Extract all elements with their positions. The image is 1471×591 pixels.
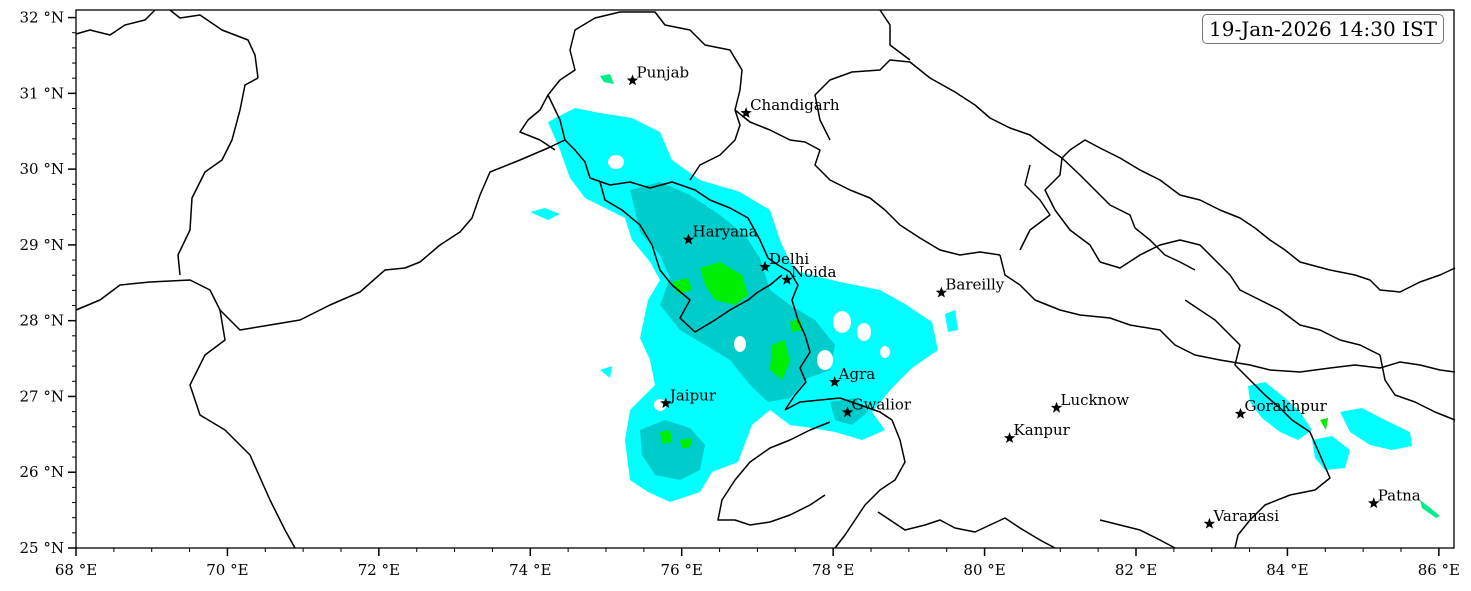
y-tick-label: 26 °N bbox=[20, 463, 64, 481]
y-tick-label: 28 °N bbox=[20, 312, 64, 330]
city-label: Gorakhpur bbox=[1244, 397, 1327, 415]
x-tick-label: 68 °E bbox=[55, 561, 97, 579]
city-label: Agra bbox=[838, 365, 876, 383]
city-label: Patna bbox=[1378, 486, 1421, 504]
city-star-icon bbox=[1234, 407, 1247, 419]
y-tick-label: 25 °N bbox=[20, 539, 64, 557]
political-borders bbox=[75, 9, 1456, 549]
city-star-icon bbox=[759, 260, 771, 272]
plot-frame bbox=[75, 9, 1455, 549]
city-label: Punjab bbox=[637, 63, 690, 81]
y-tick-label: 30 °N bbox=[20, 160, 64, 178]
city-star-icon bbox=[935, 286, 948, 298]
city-label: Noida bbox=[791, 263, 837, 281]
city-star-icon bbox=[841, 406, 854, 418]
timestamp-label: 19-Jan-2026 14:30 IST bbox=[1202, 14, 1444, 44]
city-label: Delhi bbox=[769, 250, 809, 268]
x-tick-label: 76 °E bbox=[661, 561, 703, 579]
y-tick-label: 31 °N bbox=[20, 84, 64, 102]
x-tick-label: 72 °E bbox=[358, 561, 400, 579]
city-label: Gwalior bbox=[852, 395, 912, 413]
city-label: Kanpur bbox=[1014, 421, 1071, 439]
x-tick-label: 74 °E bbox=[509, 561, 551, 579]
city-star-icon bbox=[1368, 497, 1380, 509]
minor-ticks bbox=[72, 32, 1402, 552]
city-label: Varanasi bbox=[1212, 507, 1279, 525]
y-tick-label: 27 °N bbox=[20, 387, 64, 405]
x-tick-label: 80 °E bbox=[963, 561, 1005, 579]
y-axis: 25 °N 26 °N 27 °N 28 °N 29 °N 30 °N 31 °N 32 °N bbox=[20, 9, 76, 557]
city-label: Haryana bbox=[693, 223, 758, 241]
x-tick-label: 86 °E bbox=[1418, 561, 1460, 579]
city-star-icon bbox=[1003, 432, 1016, 443]
city-star-icon bbox=[660, 397, 672, 409]
y-tick-label: 29 °N bbox=[20, 236, 64, 254]
y-tick-label: 32 °N bbox=[20, 9, 64, 27]
x-tick-label: 78 °E bbox=[812, 561, 854, 579]
city-label: Chandigarh bbox=[750, 96, 840, 114]
city-star-icon bbox=[682, 233, 695, 245]
city-star-icon bbox=[626, 74, 639, 86]
x-tick-label: 84 °E bbox=[1266, 561, 1308, 579]
city-star-icon bbox=[1050, 401, 1063, 413]
weather-shading bbox=[530, 74, 1440, 518]
city-star-icon bbox=[740, 107, 752, 118]
city-star-icon bbox=[829, 376, 841, 387]
city-label: Lucknow bbox=[1061, 391, 1130, 409]
x-tick-label: 82 °E bbox=[1115, 561, 1157, 579]
city-label: Bareilly bbox=[945, 276, 1004, 294]
city-star-icon bbox=[1203, 517, 1216, 529]
x-axis: 68 °E 70 °E 72 °E 74 °E 76 °E 78 °E 80 °E 82 °E… bbox=[55, 548, 1460, 579]
city-label: Jaipur bbox=[668, 386, 717, 404]
city-star-icon bbox=[781, 273, 793, 285]
x-tick-label: 70 °E bbox=[206, 561, 248, 579]
